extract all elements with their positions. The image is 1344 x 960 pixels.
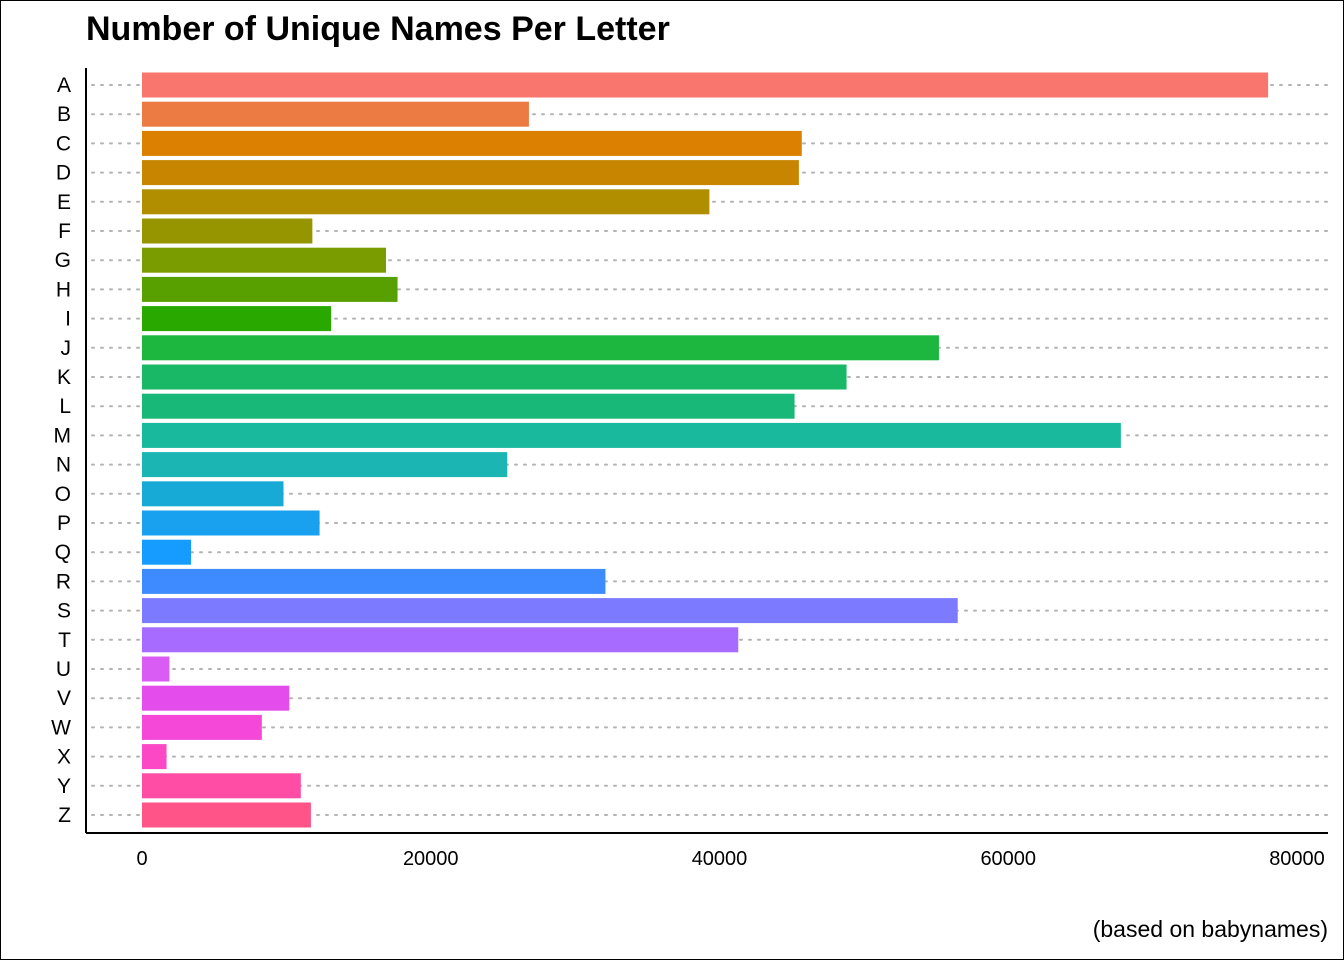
bar-g [142, 247, 386, 273]
bar-r [142, 568, 606, 594]
bar-y [142, 773, 301, 799]
y-tick-label-g: G [55, 249, 71, 272]
x-tick-label-60000: 60000 [980, 848, 1036, 870]
bar-j [142, 335, 939, 361]
y-tick-label-i: I [65, 308, 71, 331]
bar-z [142, 802, 311, 828]
y-tick-label-z: Z [58, 804, 71, 827]
y-tick-label-a: A [57, 74, 71, 97]
bar-b [142, 101, 529, 127]
bar-l [142, 393, 795, 419]
bar-c [142, 130, 802, 156]
y-tick-label-q: Q [55, 541, 71, 564]
x-tick-label-20000: 20000 [403, 848, 459, 870]
chart-caption: (based on babynames) [1092, 916, 1328, 942]
y-tick-label-o: O [55, 483, 71, 506]
x-tick-label-40000: 40000 [692, 848, 748, 870]
y-tick-label-w: W [51, 716, 71, 739]
bar-d [142, 160, 799, 186]
y-tick-label-n: N [56, 454, 71, 477]
y-tick-label-d: D [56, 162, 71, 185]
bar-t [142, 627, 739, 653]
y-tick-label-m: M [54, 424, 72, 447]
y-tick-label-j: J [61, 337, 72, 360]
bar-n [142, 452, 508, 478]
y-tick-label-s: S [57, 600, 71, 623]
y-tick-label-t: T [58, 629, 71, 652]
x-tick-label-0: 0 [136, 848, 147, 870]
y-tick-label-l: L [59, 395, 71, 418]
y-tick-label-p: P [57, 512, 71, 535]
y-tick-label-r: R [56, 570, 71, 593]
x-tick-label-80000: 80000 [1269, 848, 1325, 870]
y-tick-label-u: U [56, 658, 71, 681]
chart-title: Number of Unique Names Per Letter [86, 10, 670, 48]
y-tick-label-c: C [56, 132, 71, 155]
bar-s [142, 598, 958, 624]
y-tick-label-f: F [58, 220, 71, 243]
bar-e [142, 189, 710, 215]
y-tick-label-v: V [57, 687, 71, 710]
y-tick-label-k: K [57, 366, 71, 389]
y-tick-label-x: X [57, 746, 71, 769]
bar-w [142, 714, 262, 740]
bar-h [142, 276, 398, 302]
bar-k [142, 364, 847, 390]
y-tick-label-e: E [57, 191, 71, 214]
bar-o [142, 481, 284, 507]
y-tick-label-y: Y [57, 775, 71, 798]
bar-x [142, 744, 167, 770]
y-tick-label-b: B [57, 103, 71, 126]
bar-p [142, 510, 320, 536]
bar-a [142, 72, 1269, 98]
bar-u [142, 656, 170, 682]
bar-q [142, 539, 192, 565]
bar-m [142, 422, 1121, 448]
y-tick-label-h: H [56, 278, 71, 301]
bar-v [142, 685, 290, 711]
bar-i [142, 306, 332, 332]
bar-f [142, 218, 313, 244]
